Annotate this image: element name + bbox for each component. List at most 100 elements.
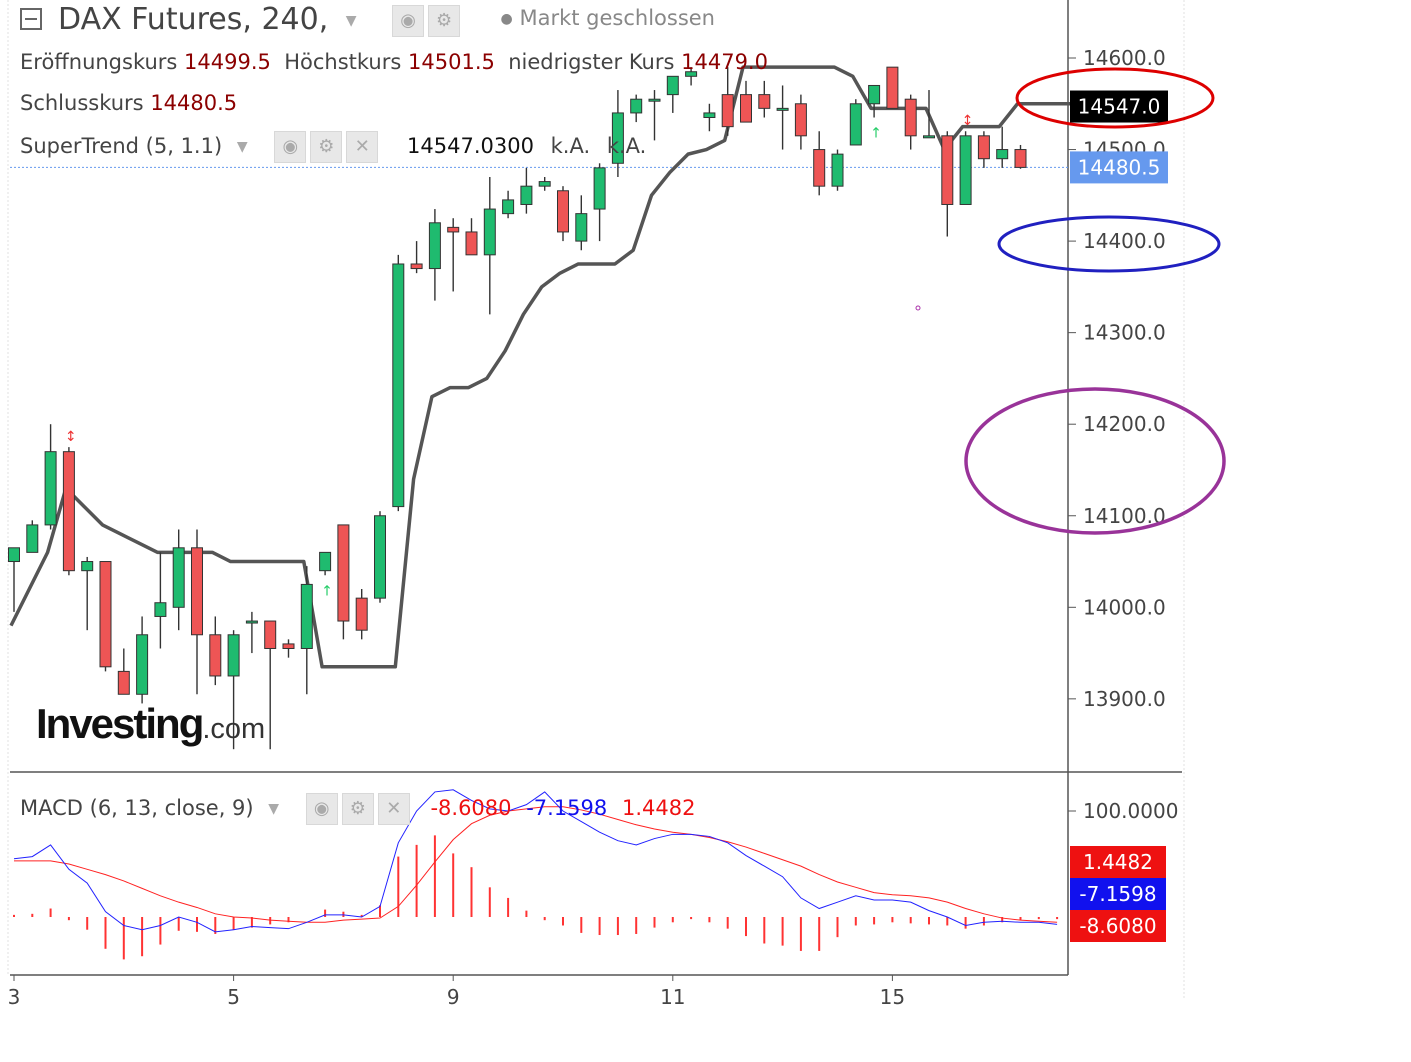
time-tick-label: 3: [8, 985, 21, 1009]
candle-body: [721, 94, 734, 128]
candle-body: [465, 231, 478, 256]
price-tick-label: 14600.0: [1083, 46, 1166, 70]
macd-tag-label: 1.4482: [1083, 850, 1153, 874]
chevron-down-icon[interactable]: ▼: [268, 801, 280, 817]
candle-body: [410, 263, 423, 270]
price-tick-label: 14200.0: [1083, 412, 1166, 436]
candle-body: [44, 451, 57, 526]
candle-body: [81, 561, 94, 572]
candle-body: [886, 66, 899, 109]
candle-body: [849, 103, 862, 146]
macd-tag-bg: [1070, 846, 1166, 878]
candle-body: [300, 583, 313, 649]
candle-body: [794, 103, 807, 137]
macd-tag-label: -7.1598: [1079, 882, 1156, 906]
candle-body: [959, 135, 972, 205]
candle-body: [502, 199, 515, 215]
candle-body: [227, 634, 240, 677]
candle-body: [154, 602, 167, 617]
eye-icon[interactable]: ◉: [305, 793, 338, 825]
macd-tag-bg: [1070, 910, 1166, 942]
price-tag-bg: [1070, 90, 1168, 123]
gear-icon[interactable]: ⚙: [310, 131, 343, 163]
candle-body: [319, 551, 332, 572]
candle-body: [447, 226, 460, 233]
candle-body: [593, 167, 606, 210]
candle-body: [117, 670, 130, 695]
signal-arrow: ↑: [321, 583, 333, 599]
candle-body: [428, 222, 441, 270]
candle-body: [996, 149, 1009, 160]
candle-body: [703, 112, 716, 119]
candle-body: [8, 547, 20, 563]
candle-body: [209, 634, 222, 677]
price-tag-label: 14480.5: [1078, 155, 1161, 179]
price-tag-label: 14547.0: [1078, 95, 1161, 119]
eye-icon[interactable]: ◉: [392, 4, 425, 37]
candle-body: [813, 149, 826, 187]
close-icon[interactable]: ✕: [346, 131, 379, 163]
candle-body: [758, 94, 771, 109]
candle-body: [941, 135, 954, 205]
price-tick-label: 14100.0: [1083, 504, 1166, 528]
candle-body: [483, 208, 496, 256]
candle-body: [392, 263, 405, 508]
candle-body: [136, 634, 149, 695]
logo-suffix: .com: [202, 713, 266, 745]
time-tick-label: 9: [447, 985, 460, 1009]
gear-icon[interactable]: ⚙: [428, 4, 461, 37]
macd-signal-line: [14, 806, 1058, 923]
price-tag-bg: [1070, 151, 1168, 184]
close-icon[interactable]: ✕: [377, 793, 410, 825]
candle-body: [648, 98, 661, 102]
collapse-icon[interactable]: [20, 8, 42, 30]
candle-body: [923, 135, 935, 139]
candle-body: [630, 98, 643, 114]
signal-arrow: ↕: [962, 113, 974, 129]
candle-body: [904, 98, 917, 137]
candle-body: [740, 94, 752, 123]
investing-logo: Investing.com: [36, 700, 265, 748]
candle-body: [666, 75, 679, 96]
candle-body: [337, 524, 350, 622]
price-tick-label: 13900.0: [1083, 687, 1166, 711]
candle-body: [99, 561, 112, 668]
gear-icon[interactable]: ⚙: [341, 793, 374, 825]
chevron-down-icon[interactable]: ▼: [236, 139, 248, 155]
price-tick-label: 14400.0: [1083, 229, 1166, 253]
blue-ellipse-annotation: [997, 215, 1221, 273]
candle-body: [520, 185, 533, 205]
candle-body: [374, 515, 386, 599]
time-tick-label: 11: [660, 985, 685, 1009]
candle-body: [776, 107, 789, 111]
candle-body: [26, 524, 39, 553]
candle-body: [172, 547, 185, 608]
macd-tag-label: -8.6080: [1079, 914, 1156, 938]
signal-arrow: ↑: [870, 126, 882, 142]
macd-tick-label: 100.0000: [1083, 799, 1178, 823]
candle-body: [831, 153, 844, 187]
time-tick-label: 15: [880, 985, 905, 1009]
candle-body: [191, 547, 203, 636]
candle-body: [355, 597, 368, 631]
candle-body: [264, 620, 277, 649]
candle-body: [868, 84, 881, 105]
macd-line: [13, 789, 1058, 933]
candle-body: [575, 213, 588, 242]
candle-body: [611, 112, 624, 164]
candle-body: [245, 620, 258, 624]
candle-body: [557, 190, 569, 233]
candle-body: [977, 135, 990, 160]
eye-icon[interactable]: ◉: [274, 131, 307, 163]
candle-body: [1014, 149, 1027, 168]
price-tick-label: 14000.0: [1083, 595, 1166, 619]
red-ellipse-annotation: [1015, 67, 1215, 129]
candle-body: [62, 451, 75, 572]
candle-body: [282, 643, 295, 649]
purple-ellipse-annotation: [964, 387, 1226, 535]
time-tick-label: 5: [227, 985, 240, 1009]
price-tick-label: 14300.0: [1083, 321, 1166, 345]
chevron-down-icon[interactable]: ▼: [345, 12, 357, 29]
